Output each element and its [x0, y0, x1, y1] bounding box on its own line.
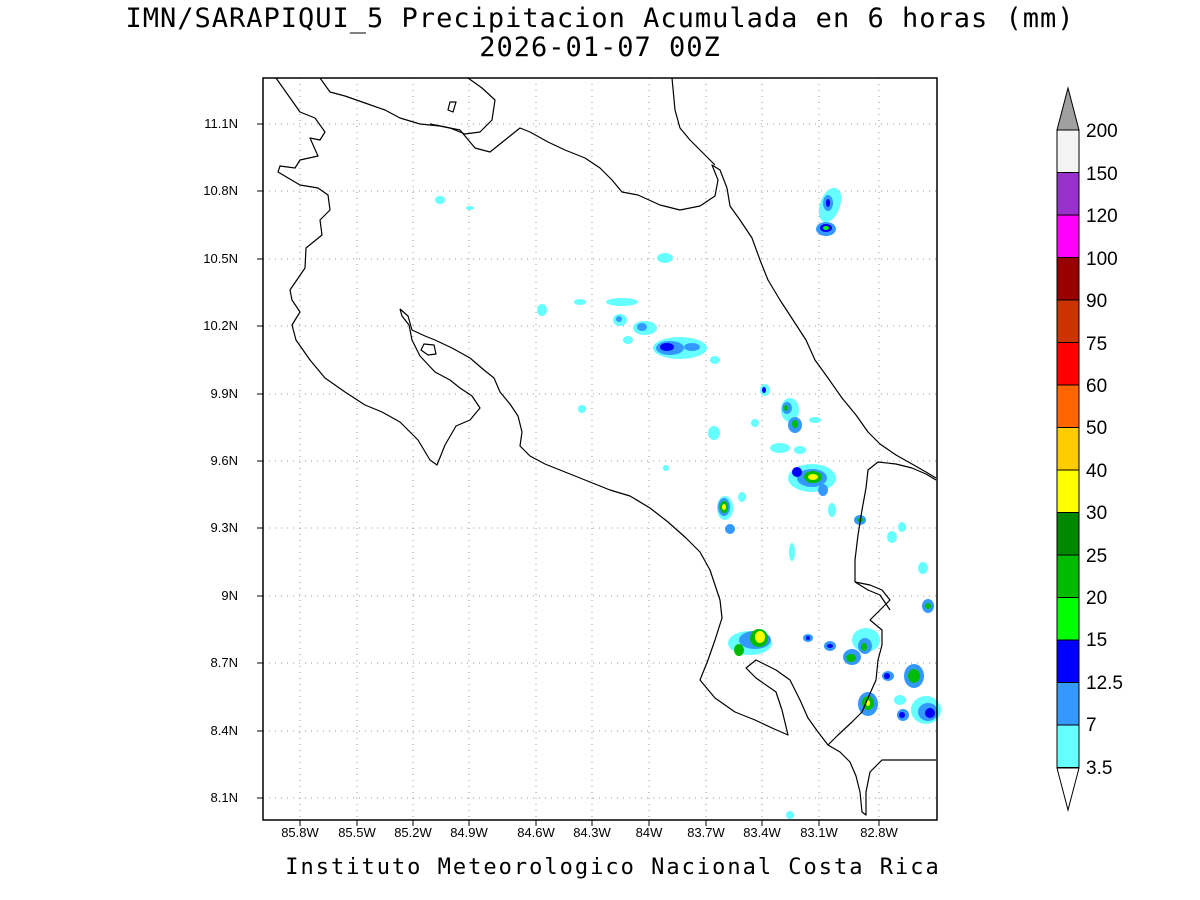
lat-label: 9.6N — [210, 453, 238, 468]
lon-label: 85.5W — [338, 825, 376, 840]
colorbar-label: 20 — [1086, 588, 1108, 609]
colorbar-label: 25 — [1086, 546, 1108, 567]
colorbar-label: 15 — [1086, 630, 1108, 651]
colorbar-swatch — [1056, 129, 1080, 173]
colorbar-label: 120 — [1086, 206, 1118, 227]
colorbar-swatch — [1056, 172, 1080, 216]
lat-label: 10.2N — [203, 318, 238, 333]
lon-label: 84.6W — [517, 825, 555, 840]
colorbar-swatch — [1056, 342, 1080, 386]
colorbar-label: 30 — [1086, 503, 1108, 524]
lat-label: 9N — [221, 588, 238, 603]
colorbar-swatch — [1056, 469, 1080, 513]
colorbar-label: 12.5 — [1086, 673, 1123, 694]
lon-label: 84.3W — [573, 825, 611, 840]
map-frame — [262, 77, 938, 821]
colorbar-top-arrow — [1056, 86, 1080, 131]
colorbar-label: 3.5 — [1086, 758, 1113, 779]
colorbar-swatch — [1056, 724, 1080, 768]
lon-label: 83.4W — [743, 825, 781, 840]
colorbar — [1056, 86, 1080, 812]
colorbar-label: 75 — [1086, 334, 1108, 355]
colorbar-swatch — [1056, 512, 1080, 556]
colorbar-swatch — [1056, 257, 1080, 301]
lat-label: 8.4N — [210, 723, 238, 738]
colorbar-swatch — [1056, 384, 1080, 428]
colorbar-label: 7 — [1086, 715, 1097, 736]
colorbar-swatch — [1056, 299, 1080, 343]
map-subtitle-datetime: 2026-01-07 00Z — [479, 32, 721, 63]
colorbar-bottom-arrow — [1056, 767, 1080, 812]
lon-label: 83.1W — [800, 825, 838, 840]
colorbar-label: 100 — [1086, 249, 1118, 270]
lon-label: 82.8W — [860, 825, 898, 840]
institution-footer: Instituto Meteorologico Nacional Costa R… — [285, 855, 941, 880]
lon-label: 84.9W — [450, 825, 488, 840]
colorbar-label: 40 — [1086, 461, 1108, 482]
precipitation-field — [435, 187, 941, 819]
colorbar-swatch — [1056, 214, 1080, 258]
axis-ticks — [257, 123, 880, 826]
lon-label: 84W — [635, 825, 663, 840]
coastline-outlines — [275, 77, 937, 816]
map-title: IMN/SARAPIQUI_5 Precipitacion Acumulada … — [125, 3, 1075, 34]
colorbar-label: 150 — [1086, 164, 1118, 185]
lat-label: 9.3N — [210, 520, 238, 535]
lat-label: 9.9N — [210, 386, 238, 401]
colorbar-swatch — [1056, 639, 1080, 683]
colorbar-swatch — [1056, 554, 1080, 598]
lon-label: 85.2W — [394, 825, 432, 840]
colorbar-label: 50 — [1086, 418, 1108, 439]
lat-label: 10.8N — [203, 183, 238, 198]
lat-label: 10.5N — [203, 251, 238, 266]
colorbar-label: 60 — [1086, 376, 1108, 397]
lat-label: 8.1N — [210, 790, 238, 805]
lat-label: 8.7N — [210, 655, 238, 670]
lon-label: 85.8W — [281, 825, 319, 840]
lat-label: 11.1N — [204, 116, 238, 131]
colorbar-swatch — [1056, 682, 1080, 726]
colorbar-label: 90 — [1086, 291, 1108, 312]
lon-label: 83.7W — [687, 825, 725, 840]
graticule — [263, 78, 937, 820]
colorbar-label: 200 — [1086, 121, 1118, 142]
colorbar-swatch — [1056, 597, 1080, 641]
colorbar-swatch — [1056, 427, 1080, 471]
